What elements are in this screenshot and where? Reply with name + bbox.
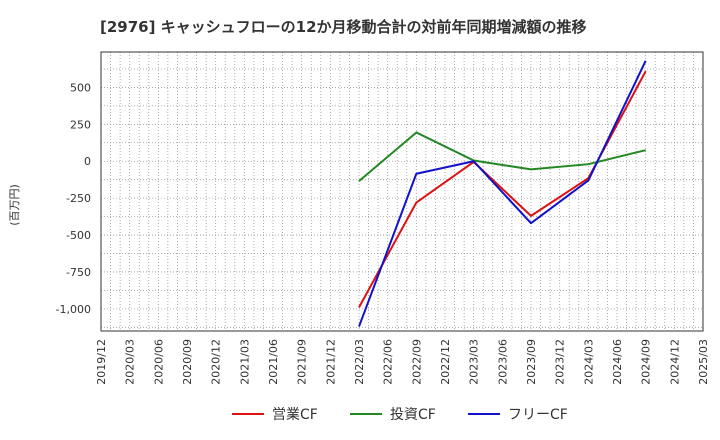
x-tick-label: 2020/06: [152, 339, 165, 385]
legend: 営業CF 投資CF フリーCF: [232, 407, 568, 423]
x-tick-label: 2022/03: [353, 339, 366, 385]
legend-label: フリーCF: [508, 407, 568, 423]
y-tick-labels: 500 250 0 -250 -500 -750 -1,000: [56, 81, 91, 315]
x-tick-label: 2020/12: [210, 339, 223, 385]
x-tick-label: 2021/09: [296, 339, 309, 385]
y-axis-label: (百万円): [8, 184, 21, 226]
x-tick-label: 2022/06: [382, 339, 395, 385]
chart-title: [2976] キャッシュフローの12か月移動合計の対前年同期増減額の推移: [100, 18, 587, 36]
x-tick-labels: 2019/12 2020/03 2020/06 2020/09 2020/12 2021/…: [95, 339, 710, 385]
x-tick-label: 2022/09: [410, 339, 423, 385]
x-tick-label: 2023/09: [525, 339, 538, 385]
x-tick-label: 2022/12: [439, 339, 452, 385]
legend-label: 営業CF: [272, 407, 318, 423]
x-tick-label: 2021/12: [324, 339, 337, 385]
y-tick-label: -250: [66, 192, 91, 205]
grid-lines: [100, 52, 704, 331]
x-tick-label: 2023/12: [554, 339, 567, 385]
y-tick-label: 0: [84, 155, 91, 168]
y-tick-label: -1,000: [56, 303, 91, 316]
x-tick-label: 2024/12: [668, 339, 681, 385]
x-tick-label: 2023/03: [468, 339, 481, 385]
plot-frame: [100, 51, 704, 332]
x-tick-label: 2020/03: [124, 339, 137, 385]
y-tick-label: -750: [66, 266, 91, 279]
x-tick-label: 2021/06: [267, 339, 280, 385]
x-tick-label: 2020/09: [181, 339, 194, 385]
y-tick-label: 500: [70, 81, 91, 94]
x-tick-label: 2024/09: [640, 339, 653, 385]
x-tick-label: 2024/03: [582, 339, 595, 385]
y-tick-label: 250: [70, 118, 91, 131]
x-tick-label: 2023/06: [496, 339, 509, 385]
x-tick-label: 2019/12: [95, 339, 108, 385]
x-tick-label: 2024/06: [611, 339, 624, 385]
y-tick-label: -500: [66, 229, 91, 242]
x-tick-label: 2021/03: [238, 339, 251, 385]
series-lines: [358, 60, 647, 327]
x-tick-label: 2025/03: [697, 339, 710, 385]
legend-label: 投資CF: [390, 407, 436, 423]
series-line: [358, 60, 647, 327]
